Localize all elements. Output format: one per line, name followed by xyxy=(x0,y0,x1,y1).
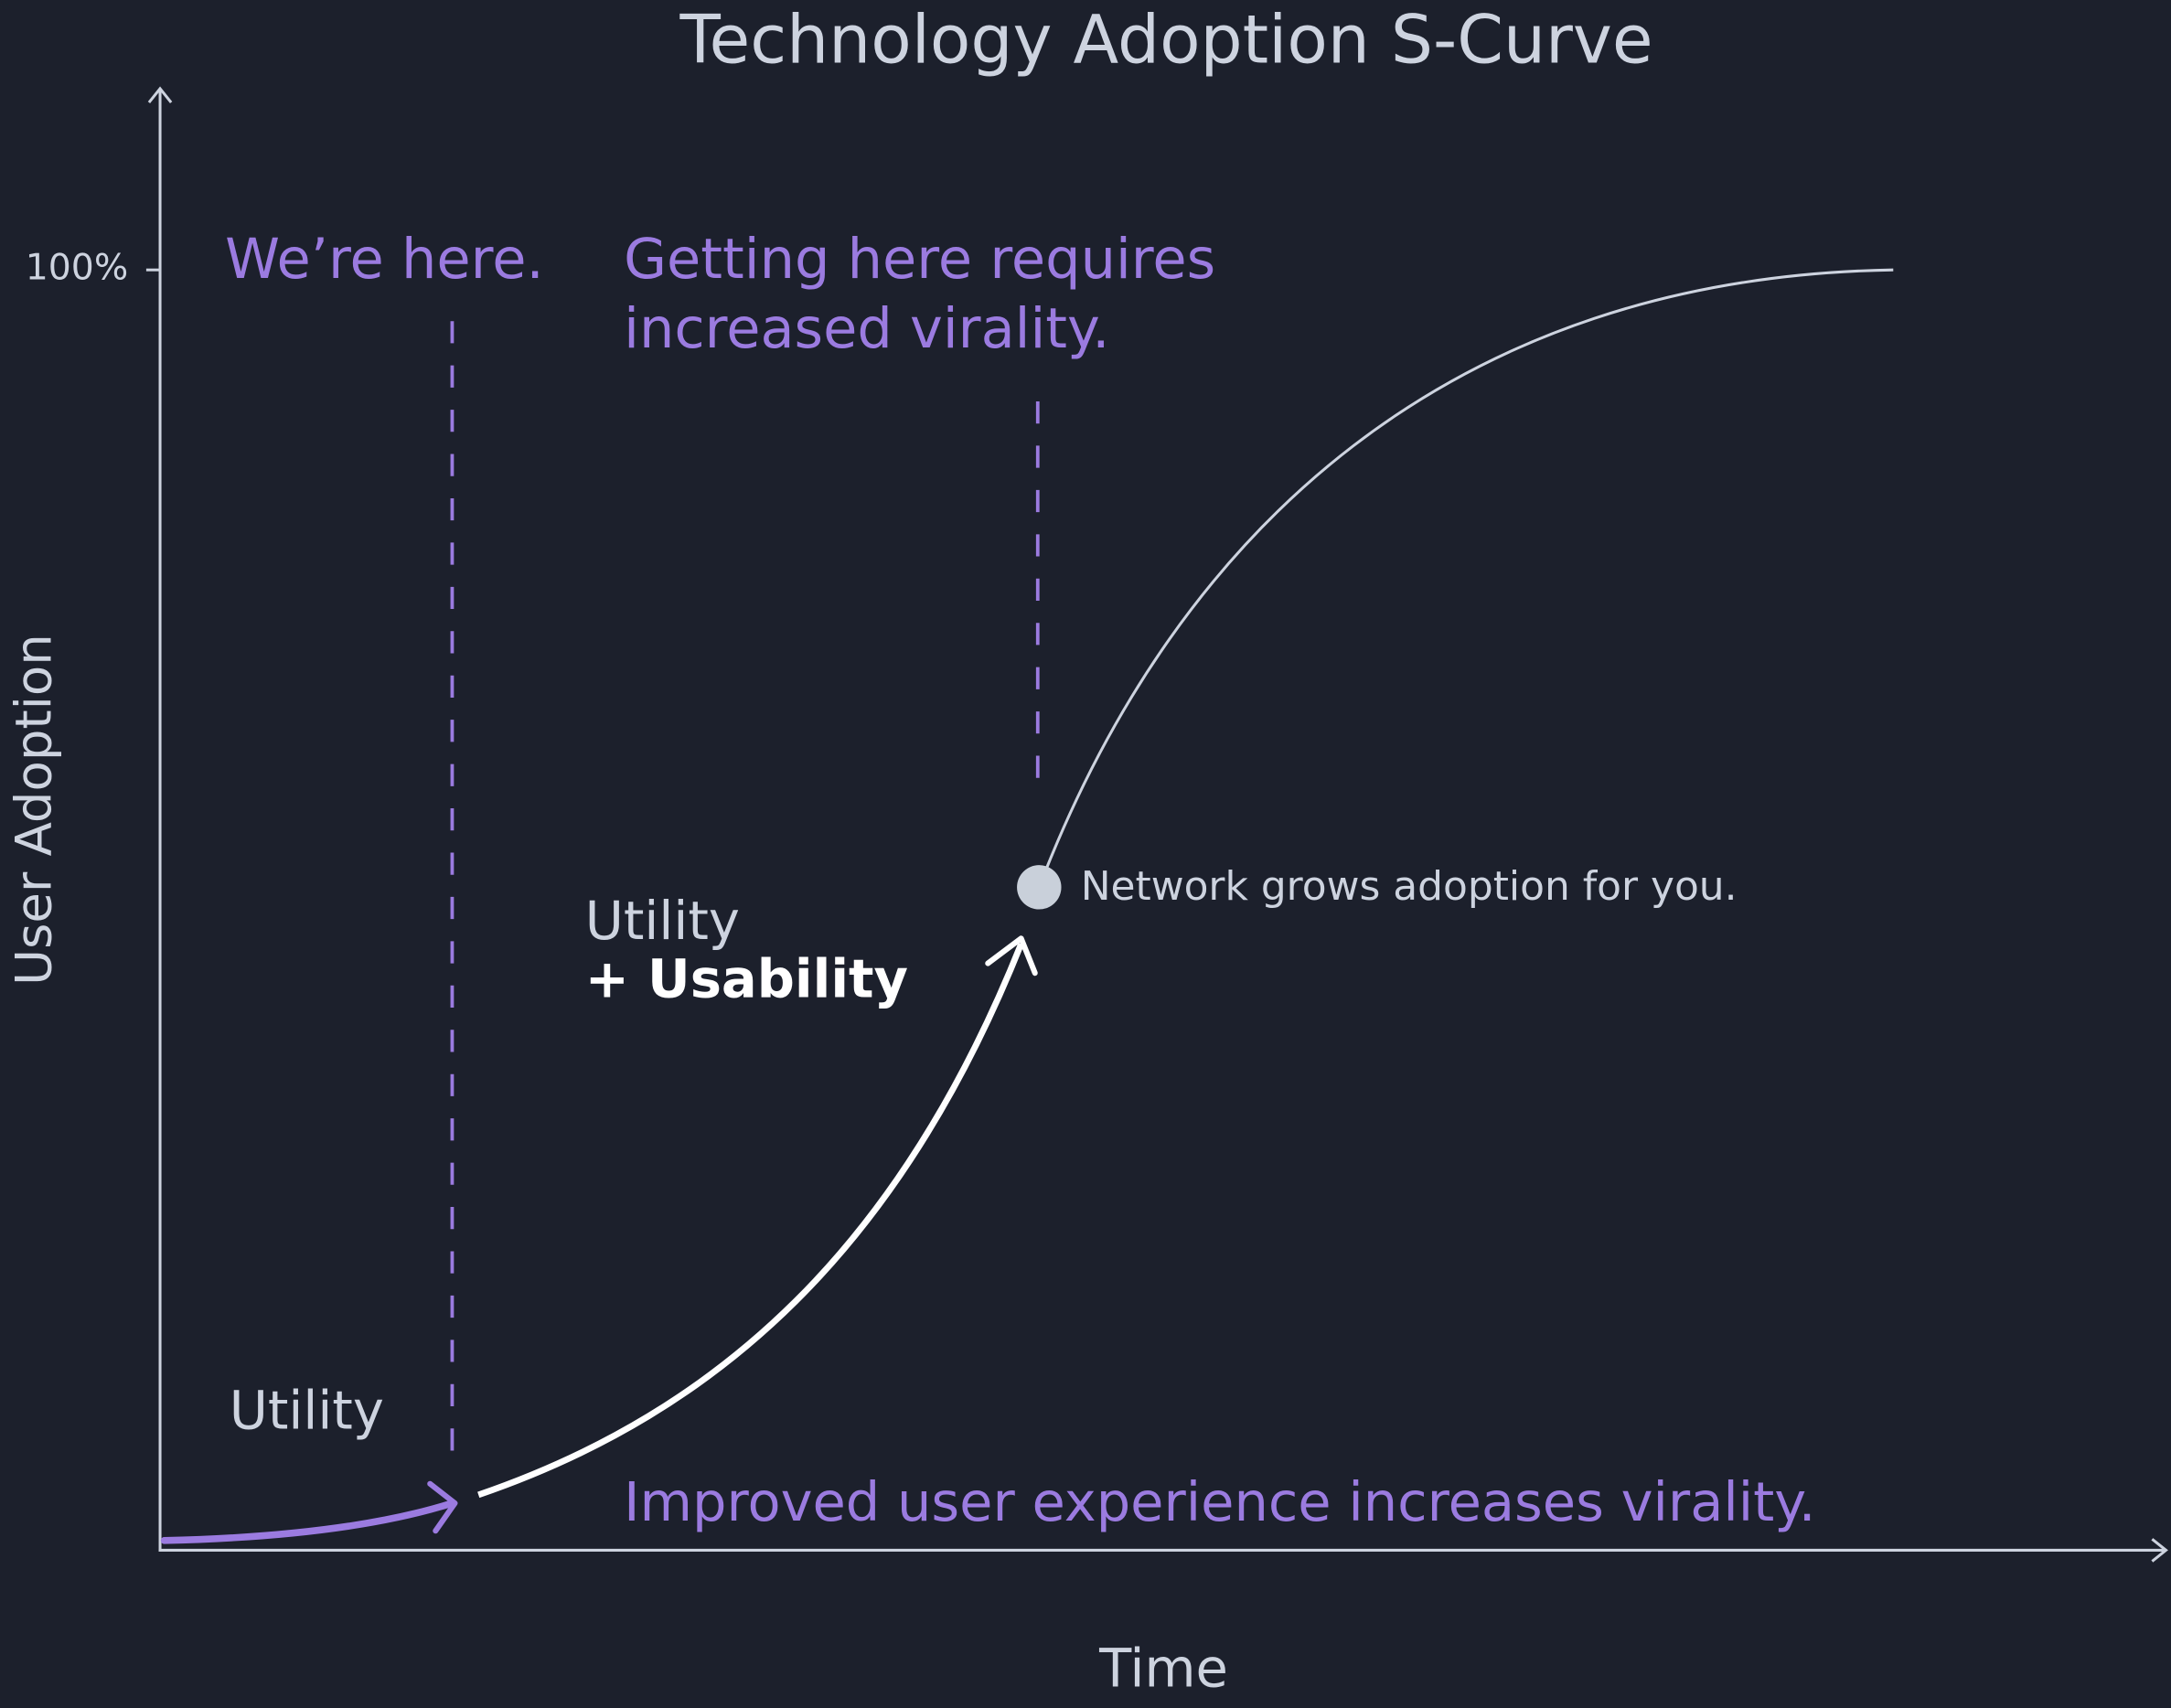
curve-phase-one xyxy=(160,1500,456,1544)
phase-two-label: Utility xyxy=(585,891,740,952)
y-tick-label: 100% xyxy=(26,247,128,289)
current-label: We’re here. xyxy=(225,228,544,292)
target-label: increased virality. xyxy=(624,297,1109,361)
phase-one-label: Utility xyxy=(230,1381,384,1442)
arrowhead xyxy=(985,935,1038,977)
y-axis-arrow xyxy=(147,86,173,103)
x-axis-label: Time xyxy=(1098,1638,1228,1699)
title: Technology Adoption S-Curve xyxy=(679,2,1652,79)
y-axis-label: User Adoption xyxy=(4,634,62,986)
inflection-label: Network grows adoption for you. xyxy=(1081,863,1738,910)
bottom-note: Improved user experience increases viral… xyxy=(624,1470,1815,1533)
inflection-point xyxy=(1017,865,1062,910)
target-label: Getting here requires xyxy=(624,228,1215,292)
curve-phase-two xyxy=(477,943,1024,1499)
arrowhead xyxy=(427,1480,458,1534)
curve-phase-three xyxy=(1037,268,1894,888)
phase-two-label: + Usability xyxy=(585,948,908,1009)
x-axis-arrow xyxy=(2151,1538,2168,1563)
axes xyxy=(145,86,2168,1563)
